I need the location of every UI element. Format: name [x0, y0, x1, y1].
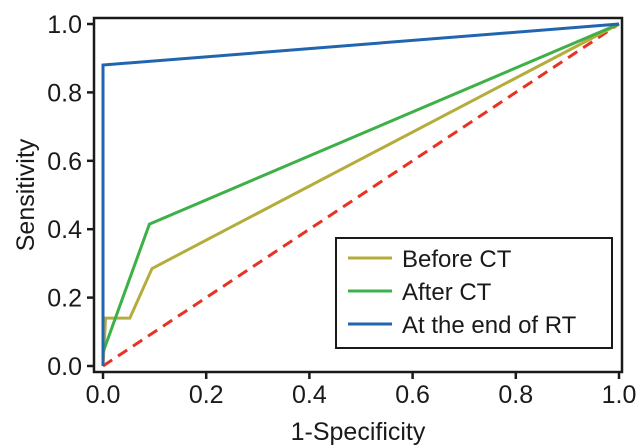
series-line-1	[101, 22, 620, 353]
y-axis-title: Sensitivity	[12, 138, 40, 251]
x-tick-label: 0.0	[86, 381, 121, 409]
legend-label-2: At the end of RT	[402, 312, 577, 339]
series-line-0	[101, 22, 620, 367]
x-axis-title: 1-Specificity	[291, 418, 426, 445]
legend: Before CT After CT At the end of RT	[335, 237, 613, 349]
y-tick-label: 0.0	[47, 353, 82, 381]
x-tick-label: 0.6	[395, 381, 430, 409]
y-tick-label: 0.2	[47, 285, 82, 313]
x-tick-label: 0.4	[292, 381, 327, 409]
series-line-2	[101, 22, 620, 366]
plot-frame	[92, 16, 624, 374]
y-axis: 0.0 0.2 0.4 0.6 0.8 1.0	[47, 11, 94, 381]
y-tick-label: 0.8	[47, 79, 82, 107]
legend-box	[335, 237, 613, 349]
legend-label-1: After CT	[402, 279, 492, 306]
x-tick-label: 0.8	[498, 381, 533, 409]
reference-line	[102, 22, 620, 368]
x-tick-label: 1.0	[602, 381, 637, 409]
legend-label-0: Before CT	[402, 246, 512, 273]
y-tick-label: 0.6	[47, 148, 82, 176]
x-tick-label: 0.2	[189, 381, 224, 409]
series-layer	[101, 22, 620, 367]
y-tick-label: 1.0	[47, 11, 82, 39]
x-axis: 0.0 0.2 0.4 0.6 0.8 1.0	[86, 372, 637, 409]
reference-layer	[102, 22, 620, 368]
y-tick-label: 0.4	[47, 216, 82, 244]
